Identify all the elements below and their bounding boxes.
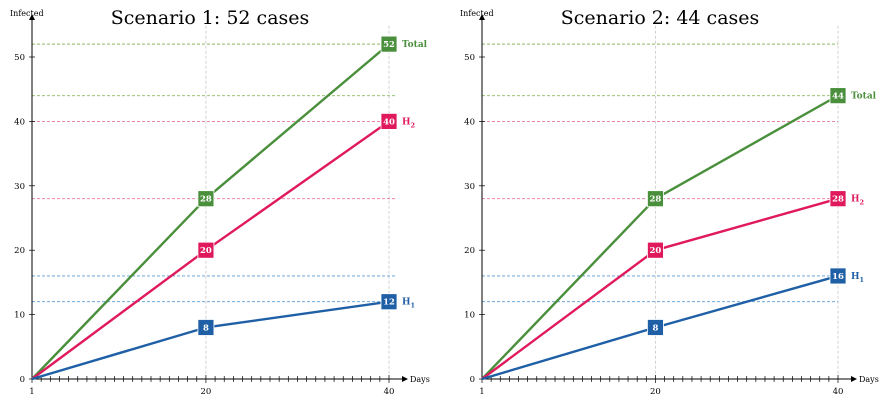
- y-axis-arrow: [479, 14, 485, 20]
- y-axis-arrow: [29, 14, 35, 20]
- data-point-marker: [380, 35, 398, 53]
- y-tick-label: 30: [464, 182, 475, 192]
- series-label: H2: [851, 195, 864, 207]
- data-label: 28: [650, 195, 662, 205]
- x-tick-label: 40: [384, 387, 395, 397]
- data-label: 8: [652, 323, 658, 333]
- series-line-total: [481, 94, 839, 380]
- data-point-marker: [647, 319, 664, 336]
- y-tick-label: 0: [20, 375, 25, 385]
- y-tick-label: 0: [470, 375, 475, 385]
- data-point-marker: [197, 241, 215, 259]
- data-label: 8: [203, 323, 209, 333]
- data-point-marker: [380, 113, 398, 130]
- x-tick-label: 40: [833, 387, 844, 397]
- series-line-h2: [481, 197, 839, 380]
- x-axis-label: Days: [859, 375, 879, 384]
- data-label: 52: [383, 40, 395, 50]
- x-axis-arrow: [851, 376, 857, 382]
- data-label: 28: [832, 195, 844, 205]
- data-label: 12: [383, 298, 395, 308]
- series-label: Total: [851, 92, 877, 102]
- series-label: H2: [402, 117, 415, 129]
- data-point-marker: [829, 267, 847, 285]
- y-tick-label: 50: [464, 53, 475, 63]
- data-point-marker: [380, 293, 398, 311]
- data-label: 40: [383, 117, 395, 127]
- data-label: 28: [200, 195, 212, 205]
- x-axis-arrow: [402, 376, 408, 382]
- data-point-marker: [647, 190, 664, 208]
- x-tick-label: 20: [650, 387, 661, 397]
- y-tick-label: 10: [464, 311, 475, 321]
- y-tick-label: 40: [464, 117, 475, 127]
- chart-scenario-1: Scenario 1: 52 cases 1 20 40 0 10 20 30 40 50 Days…: [10, 7, 430, 397]
- data-point-marker: [647, 241, 664, 259]
- y-tick-label: 20: [464, 246, 475, 256]
- data-label: 20: [200, 246, 212, 256]
- series-label: H1: [851, 272, 864, 284]
- y-tick-label: 20: [14, 246, 25, 256]
- series-label: Total: [402, 40, 428, 50]
- y-axis-label: Infected: [460, 9, 494, 18]
- y-tick-label: 30: [14, 182, 25, 192]
- y-axis-label: Infected: [10, 9, 44, 18]
- y-tick-label: 10: [14, 311, 25, 321]
- data-label: 20: [650, 246, 662, 256]
- x-tick-label: 1: [29, 387, 34, 397]
- data-label: 16: [832, 272, 844, 282]
- data-point-marker: [197, 190, 215, 208]
- chart-title: Scenario 1: 52 cases: [111, 7, 310, 29]
- x-tick-label: 1: [479, 387, 484, 397]
- chart-title: Scenario 2: 44 cases: [561, 7, 760, 29]
- y-tick-label: 40: [14, 117, 25, 127]
- data-point-marker: [197, 319, 215, 336]
- y-tick-label: 50: [14, 53, 25, 63]
- series-label: H1: [402, 298, 415, 310]
- data-label: 44: [832, 92, 844, 102]
- data-point-marker: [829, 190, 847, 208]
- data-point-marker: [829, 87, 847, 105]
- x-tick-label: 20: [201, 387, 212, 397]
- chart-scenario-2: Scenario 2: 44 cases 1 20 40 0 10 20 30 40 50 Days…: [460, 7, 879, 397]
- x-axis-label: Days: [410, 375, 430, 384]
